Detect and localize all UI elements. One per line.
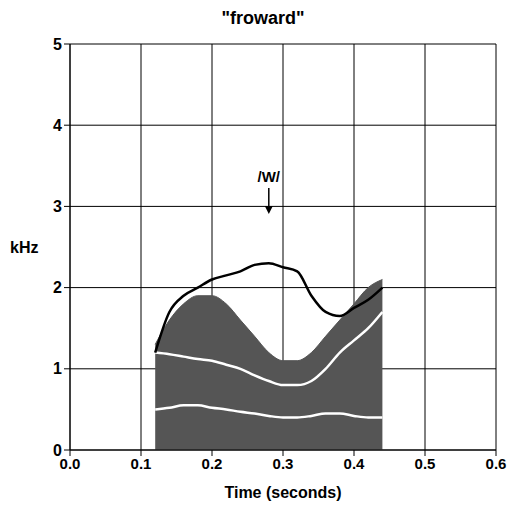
svg-text:2: 2 [53, 279, 62, 296]
svg-text:4: 4 [53, 117, 62, 134]
svg-text:5: 5 [53, 36, 62, 53]
svg-text:0.2: 0.2 [202, 455, 223, 472]
svg-text:/W/: /W/ [258, 168, 281, 185]
svg-text:0.6: 0.6 [486, 455, 507, 472]
svg-text:kHz: kHz [10, 239, 38, 256]
svg-text:3: 3 [53, 198, 62, 215]
svg-text:Time (seconds): Time (seconds) [224, 484, 341, 501]
svg-text:0: 0 [53, 442, 62, 459]
svg-text:0.5: 0.5 [415, 455, 436, 472]
html-text:"froward": "froward" [221, 8, 305, 28]
svg-text:0.3: 0.3 [273, 455, 294, 472]
svg-text:1: 1 [53, 360, 62, 377]
svg-text:0.0: 0.0 [60, 455, 81, 472]
svg-text:0.1: 0.1 [131, 455, 152, 472]
svg-text:0.4: 0.4 [344, 455, 366, 472]
